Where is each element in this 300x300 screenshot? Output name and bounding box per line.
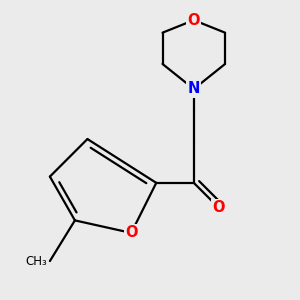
Text: CH₃: CH₃ xyxy=(25,255,47,268)
Text: O: O xyxy=(213,200,225,215)
Text: O: O xyxy=(125,225,137,240)
Text: O: O xyxy=(188,13,200,28)
Text: N: N xyxy=(188,82,200,97)
